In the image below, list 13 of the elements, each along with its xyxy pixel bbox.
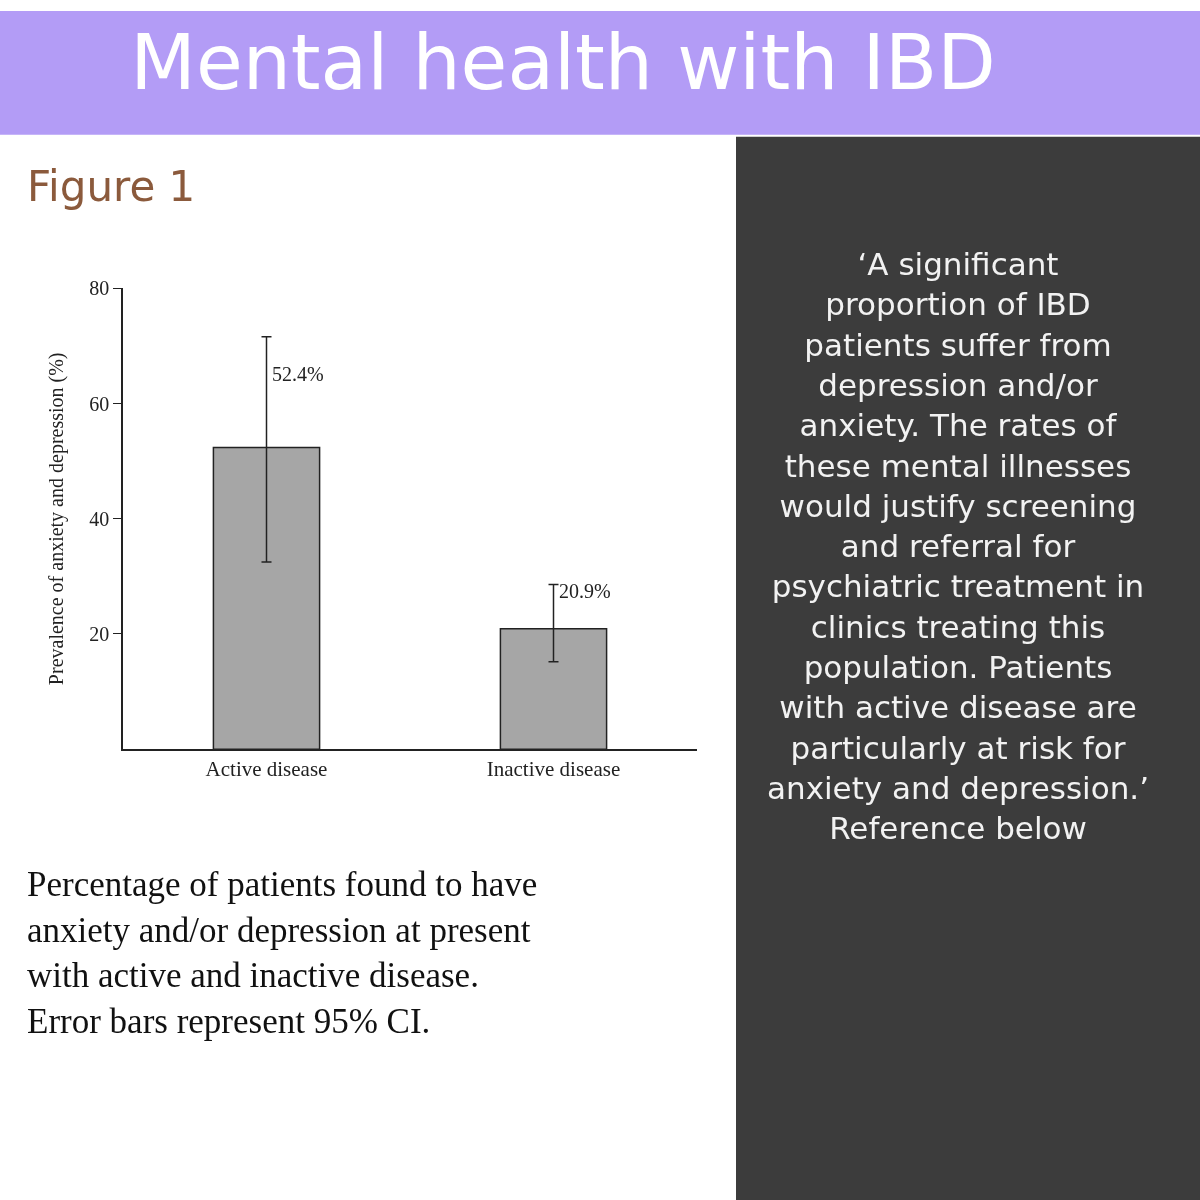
data-label: 52.4% xyxy=(272,363,324,385)
text: Percentage of patients found to have anxiety and/or depression at present with active and inactive disease. Error bars represent 95% CI. xyxy=(27,865,538,1041)
y-tick-label: 40 xyxy=(89,507,110,530)
chart-title: Mental health with IBD xyxy=(130,17,996,107)
x-tick-label: Active disease xyxy=(205,757,328,782)
chart-subtitle: Figure 1 xyxy=(27,162,196,211)
y-tick-label: 20 xyxy=(89,622,110,645)
y-tick-label: 60 xyxy=(89,392,110,415)
y-tick-label: 80 xyxy=(89,277,110,300)
y-axis-title: Prevalence of anxiety and depression (%) xyxy=(45,352,69,686)
data-label: 20.9% xyxy=(559,580,611,602)
x-tick-label: Inactive disease xyxy=(486,757,621,782)
text: ‘A significant proportion of IBD patients suffer from depression and/or anxiety. The rates of these mental illnesses would justify screening and referral for psychiatric treatment in clinics treating this population. Patients with active disease are particularly at risk for anxiety and depression.’ Reference below xyxy=(767,246,1150,847)
